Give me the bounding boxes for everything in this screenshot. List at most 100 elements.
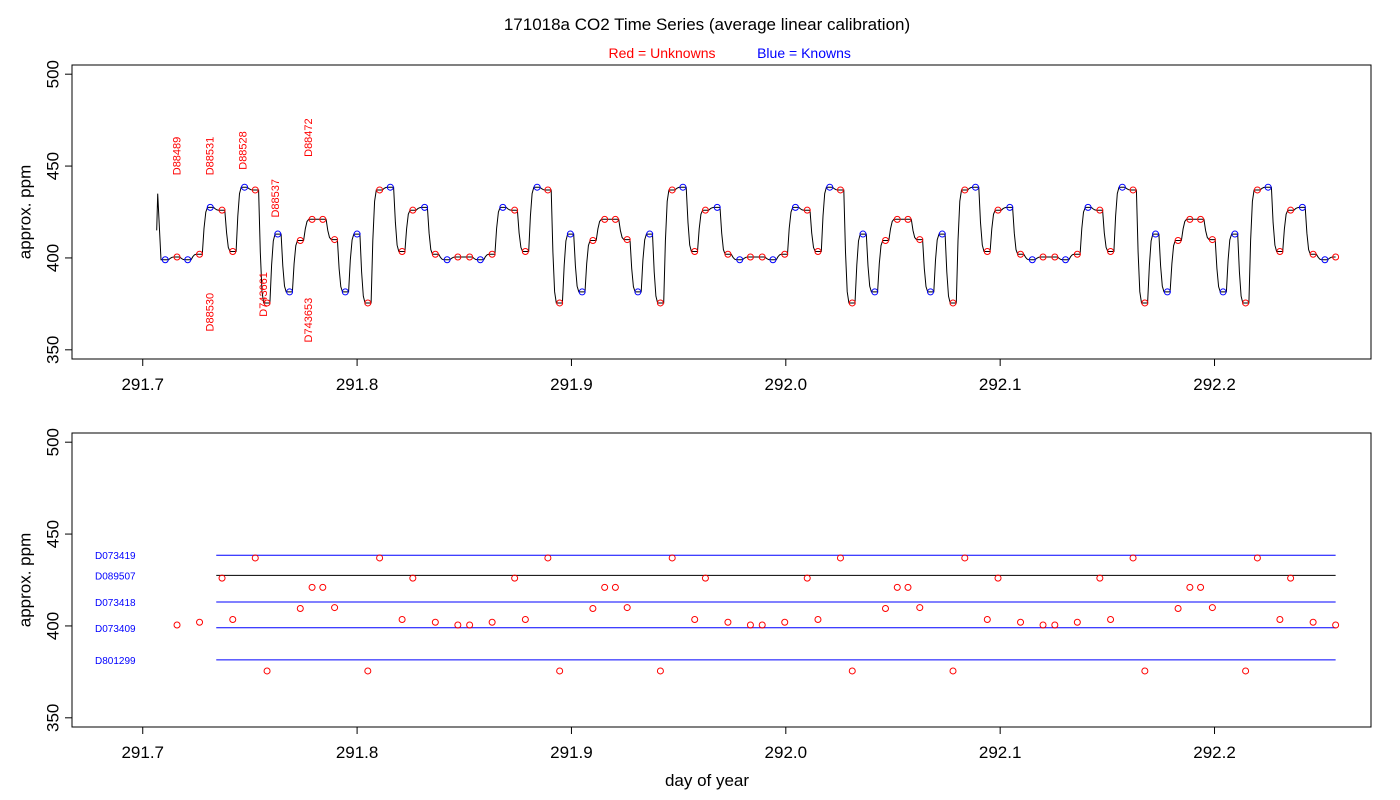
unknown-sample-point: [319, 215, 327, 223]
unknown-sample-point: [916, 604, 924, 612]
unknown-sample-point: [1051, 621, 1059, 629]
known-sample-point: [1152, 230, 1160, 238]
known-sample-point: [679, 183, 687, 191]
x-tick-label: 291.7: [121, 375, 164, 394]
unknown-sample-point: [881, 604, 889, 612]
known-sample-point: [386, 183, 394, 191]
unknown-sample-point: [1129, 186, 1137, 194]
unknown-sample-point: [263, 667, 271, 675]
unknown-sample-point: [1197, 215, 1205, 223]
unknown-sample-point: [949, 299, 957, 307]
known-sample-point: [1231, 230, 1239, 238]
unknown-sample-point: [893, 583, 901, 591]
unknown-sample-point: [701, 574, 709, 582]
x-tick-label: 291.9: [550, 743, 593, 762]
reference-standard-label: D073409: [95, 624, 136, 635]
reference-standard-label: D089507: [95, 571, 136, 582]
unknown-sample-point: [994, 574, 1002, 582]
plot-frame: [71, 432, 1372, 728]
unknown-sample-point: [398, 248, 406, 256]
plot-frame: [71, 64, 1372, 360]
unknown-sample-point: [961, 554, 969, 562]
unknown-sample-point: [376, 554, 384, 562]
unknown-sample-point: [331, 236, 339, 244]
unknown-sample-point: [1242, 299, 1250, 307]
known-sample-point: [938, 230, 946, 238]
unknown-sample-point: [1208, 604, 1216, 612]
unknown-sample-point: [308, 583, 316, 591]
unknown-sample-point: [376, 186, 384, 194]
unknown-sample-point: [454, 621, 462, 629]
unknown-sample-point: [1174, 604, 1182, 612]
unknown-sample-point: [1242, 667, 1250, 675]
x-axis-label: day of year: [665, 771, 749, 790]
unknown-sample-point: [881, 236, 889, 244]
unknown-sample-point: [296, 604, 304, 612]
known-sample-point: [241, 183, 249, 191]
unknown-sample-point: [836, 554, 844, 562]
unknown-sample-point: [1208, 236, 1216, 244]
unknown-sample-point: [803, 574, 811, 582]
unknown-sample-point: [511, 206, 519, 214]
unknown-sample-point: [746, 253, 754, 261]
unknown-sample-point: [961, 186, 969, 194]
known-sample-point: [1062, 256, 1070, 264]
known-sample-point: [341, 288, 349, 296]
x-tick-label: 292.1: [979, 743, 1022, 762]
y-axis-label: approx. ppm: [15, 533, 34, 628]
unknown-sample-point: [251, 186, 259, 194]
known-sample-point: [1006, 203, 1014, 211]
unknown-sample-point: [556, 299, 564, 307]
unknown-sample-point: [848, 667, 856, 675]
unknown-sample-point: [1141, 299, 1149, 307]
known-sample-point: [926, 288, 934, 296]
unknown-sample-point: [263, 299, 271, 307]
chart-title: 171018a CO2 Time Series (average linear …: [504, 15, 910, 34]
unknown-sample-point: [1332, 253, 1340, 261]
unknown-sample-point: [611, 215, 619, 223]
unknown-sample-point: [1186, 583, 1194, 591]
unknown-sample-point: [431, 618, 439, 626]
y-tick-label: 350: [43, 336, 62, 364]
known-sample-point: [274, 230, 282, 238]
top-panel-time-series: 291.7 291.8 291.9 292.0 292.1 292.2 350 400 450 5…: [15, 60, 1372, 394]
known-sample-point: [533, 183, 541, 191]
unknown-sample-point: [814, 248, 822, 256]
x-tick-label: 291.8: [336, 375, 379, 394]
unknown-sample-point: [1073, 618, 1081, 626]
sample-id-annotation: D88528: [238, 131, 250, 170]
unknown-sample-point: [1309, 618, 1317, 626]
unknown-sample-point: [601, 583, 609, 591]
unknown-sample-point: [521, 248, 529, 256]
unknown-sample-point: [544, 186, 552, 194]
unknown-sample-point: [589, 604, 597, 612]
y-tick-label: 400: [43, 244, 62, 272]
unknown-sample-point: [511, 574, 519, 582]
known-sample-point: [286, 288, 294, 296]
sample-id-annotation: D88530: [204, 293, 216, 332]
unknown-sample-point: [556, 667, 564, 675]
known-sample-point: [972, 183, 980, 191]
sample-id-annotation: D743653: [303, 298, 315, 343]
known-sample-point: [353, 230, 361, 238]
known-sample-point: [161, 256, 169, 264]
unknown-sample-point: [1197, 583, 1205, 591]
unknown-sample-point: [904, 215, 912, 223]
known-sample-point: [206, 203, 214, 211]
unknown-sample-point: [1129, 554, 1137, 562]
unknown-sample-point: [1073, 250, 1081, 258]
unknown-sample-point: [691, 616, 699, 624]
unknown-sample-point: [544, 554, 552, 562]
y-tick-label: 400: [43, 612, 62, 640]
unknown-sample-point: [1276, 248, 1284, 256]
known-sample-point: [1298, 203, 1306, 211]
unknown-sample-point: [916, 236, 924, 244]
unknown-sample-point: [949, 667, 957, 675]
unknown-sample-point: [454, 253, 462, 261]
unknown-sample-point: [173, 621, 181, 629]
unknown-sample-point: [1276, 616, 1284, 624]
unknown-sample-point: [196, 250, 204, 258]
unknown-sample-point: [668, 186, 676, 194]
x-tick-label: 291.7: [121, 743, 164, 762]
y-tick-label: 500: [43, 428, 62, 456]
